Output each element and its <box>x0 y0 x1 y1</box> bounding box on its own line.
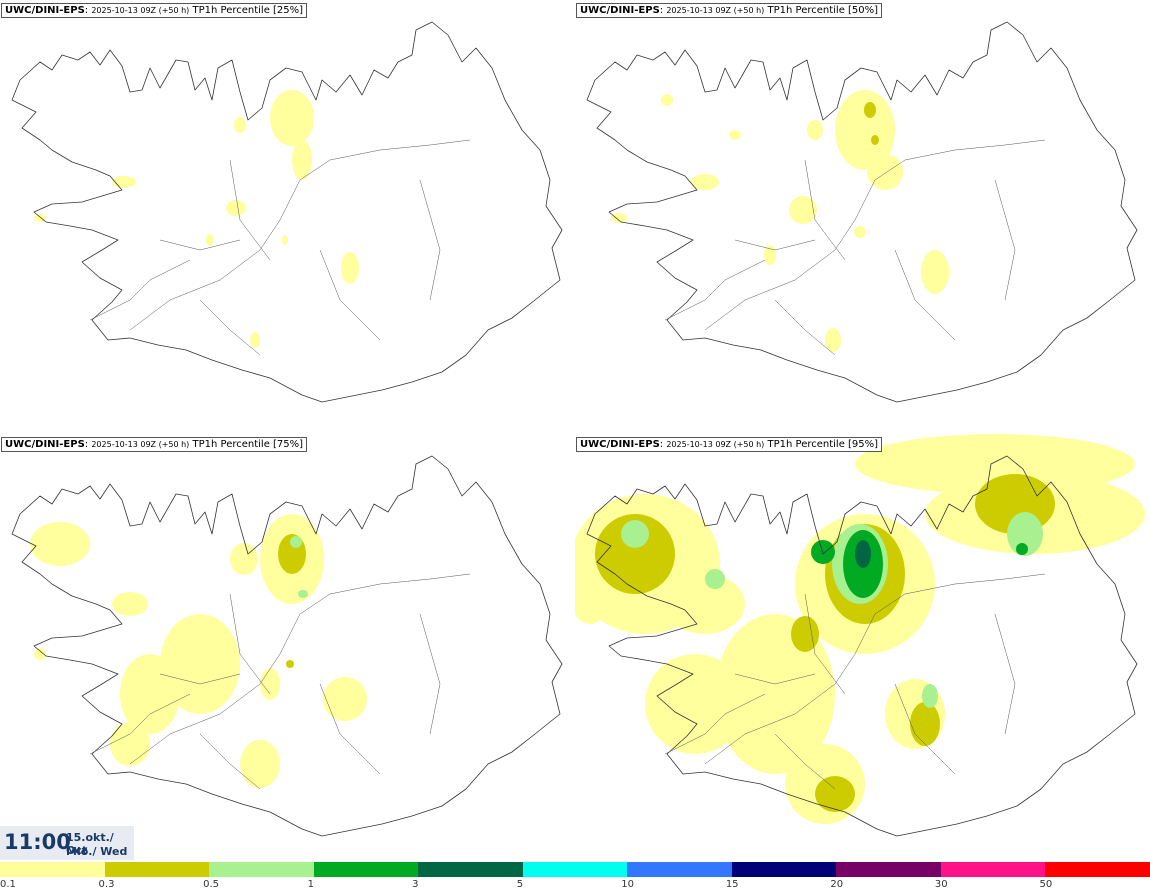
legend-swatch <box>1045 862 1150 877</box>
legend-swatch <box>522 862 628 877</box>
legend-swatch <box>940 862 1046 877</box>
run-label: 2025-10-13 09Z (+50 h) <box>666 6 765 15</box>
map-panel-50: UWC/DINI-EPS: 2025-10-13 09Z (+50 h) TP1… <box>575 0 1150 430</box>
precip-map <box>586 21 1138 403</box>
legend-swatch <box>731 862 837 877</box>
legend-swatch <box>836 862 942 877</box>
run-label: 2025-10-13 09Z (+50 h) <box>91 6 190 15</box>
product-label: TP1h Percentile [95%] <box>767 439 879 450</box>
map-panel-95: UWC/DINI-EPS: 2025-10-13 09Z (+50 h) TP1… <box>575 434 1150 864</box>
legend-tick-label: 50 <box>1039 879 1053 890</box>
legend-swatch <box>313 862 419 877</box>
legend-tick-label: 20 <box>830 879 844 890</box>
legend-tick-label: 15 <box>725 879 739 890</box>
legend-swatch <box>418 862 524 877</box>
valid-date: 15.okt./ Oct <box>66 831 114 857</box>
legend-swatch <box>209 862 315 877</box>
legend-swatch <box>627 862 733 877</box>
model-label: UWC/DINI-EPS <box>580 439 660 450</box>
legend-tick-label: 0.3 <box>98 879 115 890</box>
legend-tick-label: 0.1 <box>0 879 16 890</box>
color-legend: 0.1 0.3 0.5 1 3 5 10 15 20 30 50 <box>0 862 1150 891</box>
precip-map <box>575 434 1145 837</box>
run-label: 2025-10-13 09Z (+50 h) <box>666 440 765 449</box>
precip-map <box>11 21 563 403</box>
panel-title: UWC/DINI-EPS: 2025-10-13 09Z (+50 h) TP1… <box>576 3 883 18</box>
precip-map <box>11 455 563 837</box>
panel-title: UWC/DINI-EPS: 2025-10-13 09Z (+50 h) TP1… <box>1 3 308 18</box>
legend-tick-label: 0.5 <box>203 879 219 890</box>
map-panel-25: UWC/DINI-EPS: 2025-10-13 09Z (+50 h) TP1… <box>0 0 575 430</box>
legend-tick-label: 3 <box>412 879 419 890</box>
valid-weekday: Mið./ Wed <box>66 845 128 858</box>
product-label: TP1h Percentile [50%] <box>767 5 879 16</box>
model-label: UWC/DINI-EPS <box>580 5 660 16</box>
panel-title: UWC/DINI-EPS: 2025-10-13 09Z (+50 h) TP1… <box>576 437 883 452</box>
valid-time-box: 11:00 15.okt./ Oct Mið./ Wed <box>0 826 134 860</box>
legend-tick-label: 30 <box>934 879 948 890</box>
legend-swatch <box>104 862 210 877</box>
map-panel-75: UWC/DINI-EPS: 2025-10-13 09Z (+50 h) TP1… <box>0 434 575 864</box>
panel-title: UWC/DINI-EPS: 2025-10-13 09Z (+50 h) TP1… <box>1 437 308 452</box>
model-label: UWC/DINI-EPS <box>5 5 85 16</box>
valid-time: 11:00 <box>4 830 71 854</box>
run-label: 2025-10-13 09Z (+50 h) <box>91 440 190 449</box>
legend-tick-label: 5 <box>516 879 524 890</box>
legend-tick-label: 10 <box>621 879 634 890</box>
legend-tick-label: 1 <box>307 879 314 890</box>
product-label: TP1h Percentile [25%] <box>192 5 304 16</box>
legend-swatch <box>0 862 105 877</box>
model-label: UWC/DINI-EPS <box>5 439 85 450</box>
product-label: TP1h Percentile [75%] <box>192 439 304 450</box>
